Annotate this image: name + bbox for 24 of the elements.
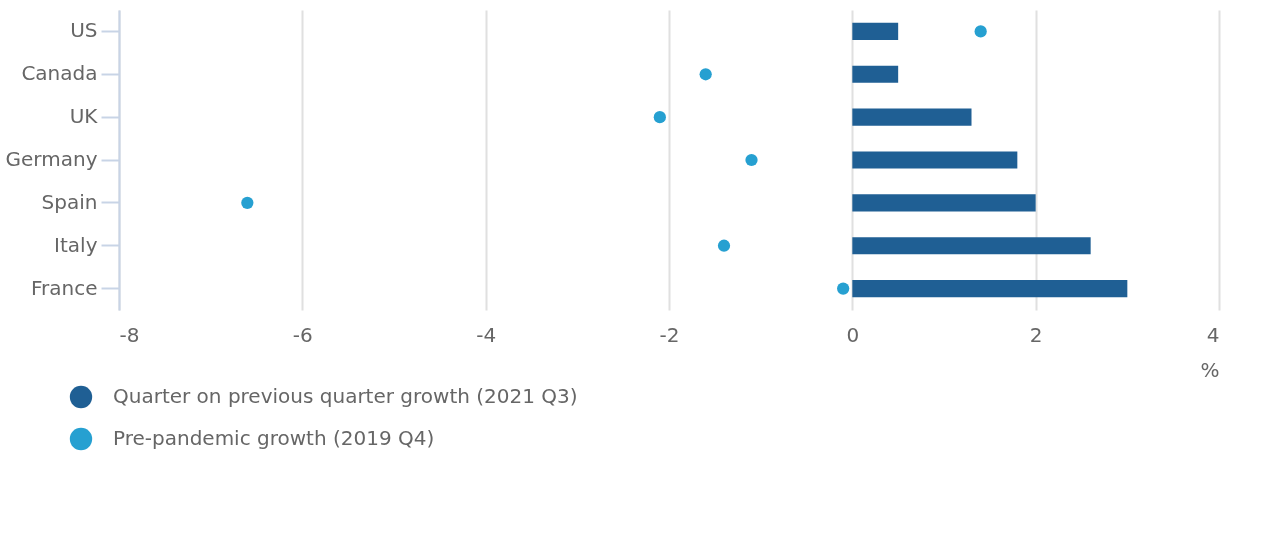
point <box>717 239 731 252</box>
y-tick-label: Canada <box>21 61 98 86</box>
legend-label: Pre-pandemic growth (2019 Q4) <box>113 426 435 450</box>
point <box>974 25 987 38</box>
x-tick-label: -2 <box>659 322 680 347</box>
x-tick-label: -8 <box>119 322 140 347</box>
x-tick-label: -6 <box>292 322 313 347</box>
y-tick-label: Germany <box>5 147 98 171</box>
point <box>653 111 666 124</box>
point <box>699 68 712 81</box>
point <box>745 153 758 167</box>
y-tick-label: UK <box>69 104 99 129</box>
x-tick-label: -4 <box>476 322 497 347</box>
y-tick-label: Italy <box>54 232 98 257</box>
point <box>837 282 850 295</box>
legend-label: Quarter on previous quarter growth (2021 Q3) <box>113 384 578 408</box>
x-tick-label: 0 <box>846 322 860 347</box>
x-tick-label: 2 <box>1029 322 1043 347</box>
y-tick-label: Spain <box>41 189 98 214</box>
x-tick-label: 4 <box>1206 322 1220 347</box>
y-tick-label: France <box>30 275 98 300</box>
x-axis-title: % <box>1200 357 1220 382</box>
y-tick-label: US <box>70 18 98 43</box>
point <box>241 196 254 209</box>
